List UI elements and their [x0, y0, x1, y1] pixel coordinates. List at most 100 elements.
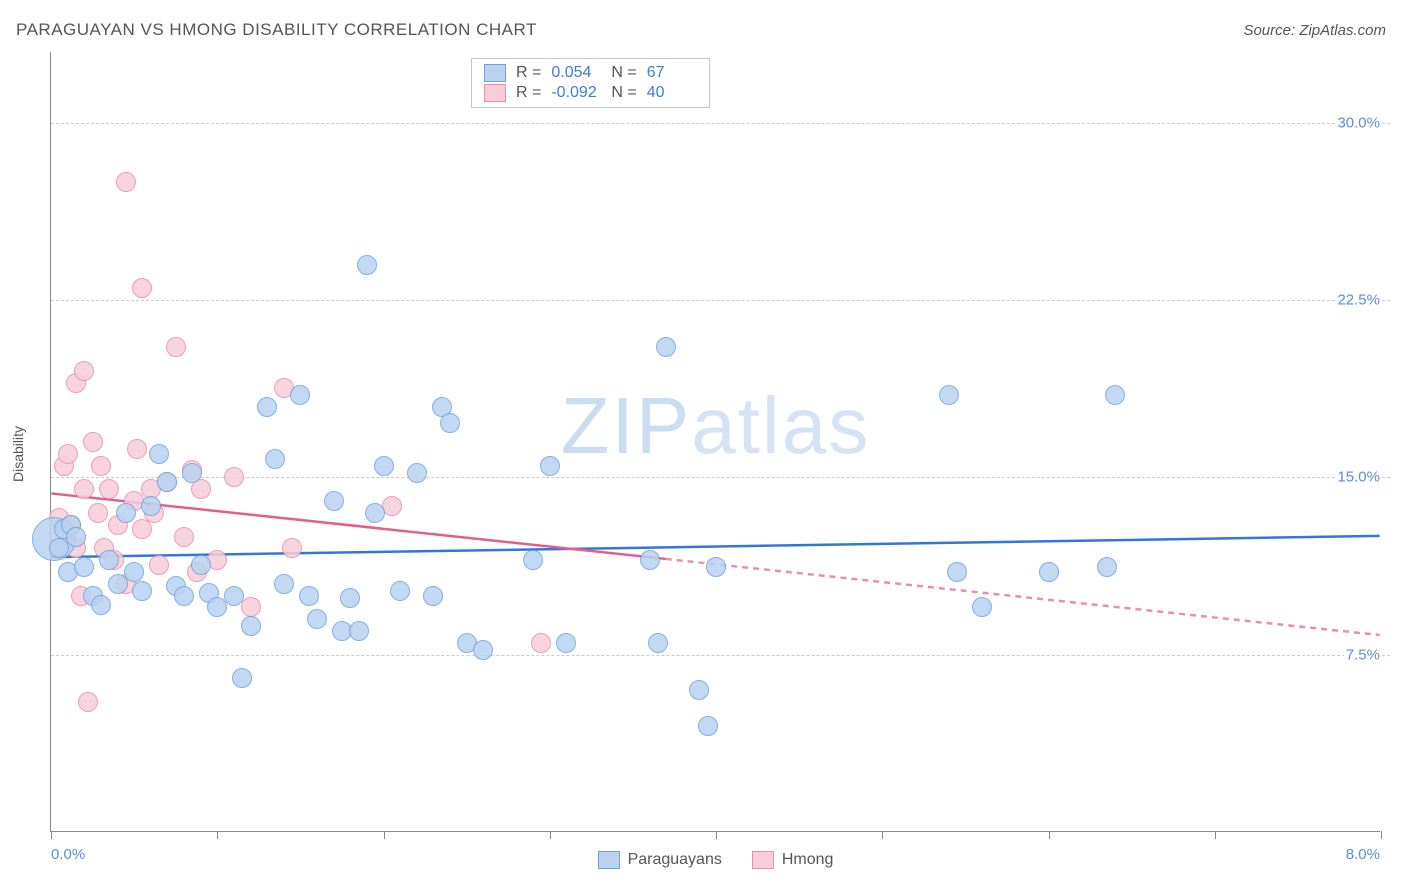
data-point [232, 668, 252, 688]
watermark-bold: ZIP [561, 381, 691, 470]
data-point [423, 586, 443, 606]
x-tick [882, 831, 883, 839]
legend-swatch-paraguayans [598, 851, 620, 869]
data-point [324, 491, 344, 511]
data-point [157, 472, 177, 492]
r-label: R = [516, 64, 541, 82]
data-point [166, 337, 186, 357]
gridline [51, 300, 1390, 301]
data-point [116, 172, 136, 192]
x-tick [550, 831, 551, 839]
y-tick-label: 15.0% [1335, 469, 1382, 486]
data-point [74, 557, 94, 577]
data-point [1097, 557, 1117, 577]
stats-row-paraguayans: R = 0.054 N = 67 [484, 63, 697, 83]
data-point [374, 456, 394, 476]
y-tick-label: 7.5% [1344, 646, 1382, 663]
data-point [91, 456, 111, 476]
data-point [132, 278, 152, 298]
gridline [51, 477, 1390, 478]
data-point [127, 439, 147, 459]
data-point [556, 633, 576, 653]
data-point [656, 337, 676, 357]
x-tick [217, 831, 218, 839]
legend-item-hmong: Hmong [752, 851, 834, 869]
plot-area: ZIPatlas R = 0.054 N = 67 R = -0.092 N =… [50, 52, 1380, 832]
r-label: R = [516, 84, 541, 102]
data-point [74, 361, 94, 381]
x-tick [1215, 831, 1216, 839]
data-point [141, 496, 161, 516]
y-tick-label: 22.5% [1335, 292, 1382, 309]
data-point [58, 444, 78, 464]
data-point [357, 255, 377, 275]
n-value-paraguayans: 67 [647, 64, 697, 82]
legend-label-hmong: Hmong [782, 851, 834, 869]
data-point [149, 555, 169, 575]
data-point [390, 581, 410, 601]
data-point [241, 616, 261, 636]
data-point [83, 432, 103, 452]
data-point [947, 562, 967, 582]
source-attribution: Source: ZipAtlas.com [1243, 22, 1386, 39]
data-point [132, 519, 152, 539]
data-point [689, 680, 709, 700]
data-point [365, 503, 385, 523]
data-point [174, 586, 194, 606]
data-point [290, 385, 310, 405]
data-point [241, 597, 261, 617]
y-tick-label: 30.0% [1335, 114, 1382, 131]
r-value-hmong: -0.092 [551, 84, 601, 102]
data-point [648, 633, 668, 653]
data-point [349, 621, 369, 641]
data-point [531, 633, 551, 653]
legend-item-paraguayans: Paraguayans [598, 851, 722, 869]
data-point [640, 550, 660, 570]
data-point [939, 385, 959, 405]
data-point [191, 555, 211, 575]
data-point [540, 456, 560, 476]
n-label: N = [611, 84, 636, 102]
data-point [224, 586, 244, 606]
data-point [698, 716, 718, 736]
x-tick [1049, 831, 1050, 839]
gridline [51, 123, 1390, 124]
data-point [88, 503, 108, 523]
data-point [407, 463, 427, 483]
x-tick [384, 831, 385, 839]
data-point [1039, 562, 1059, 582]
data-point [224, 467, 244, 487]
data-point [257, 397, 277, 417]
swatch-paraguayans [484, 64, 506, 82]
y-axis-label: Disability [10, 426, 26, 482]
trend-lines [51, 52, 1380, 831]
data-point [74, 479, 94, 499]
legend-swatch-hmong [752, 851, 774, 869]
data-point [274, 574, 294, 594]
watermark: ZIPatlas [561, 380, 870, 472]
swatch-hmong [484, 84, 506, 102]
x-tick [716, 831, 717, 839]
n-value-hmong: 40 [647, 84, 697, 102]
data-point [78, 692, 98, 712]
data-point [440, 413, 460, 433]
data-point [174, 527, 194, 547]
data-point [972, 597, 992, 617]
data-point [282, 538, 302, 558]
x-tick [1381, 831, 1382, 839]
data-point [523, 550, 543, 570]
data-point [307, 609, 327, 629]
data-point [473, 640, 493, 660]
gridline [51, 655, 1390, 656]
data-point [265, 449, 285, 469]
data-point [116, 503, 136, 523]
data-point [99, 479, 119, 499]
r-value-paraguayans: 0.054 [551, 64, 601, 82]
stats-row-hmong: R = -0.092 N = 40 [484, 83, 697, 103]
data-point [149, 444, 169, 464]
data-point [66, 527, 86, 547]
legend-label-paraguayans: Paraguayans [628, 851, 722, 869]
data-point [340, 588, 360, 608]
n-label: N = [611, 64, 636, 82]
x-tick [51, 831, 52, 839]
